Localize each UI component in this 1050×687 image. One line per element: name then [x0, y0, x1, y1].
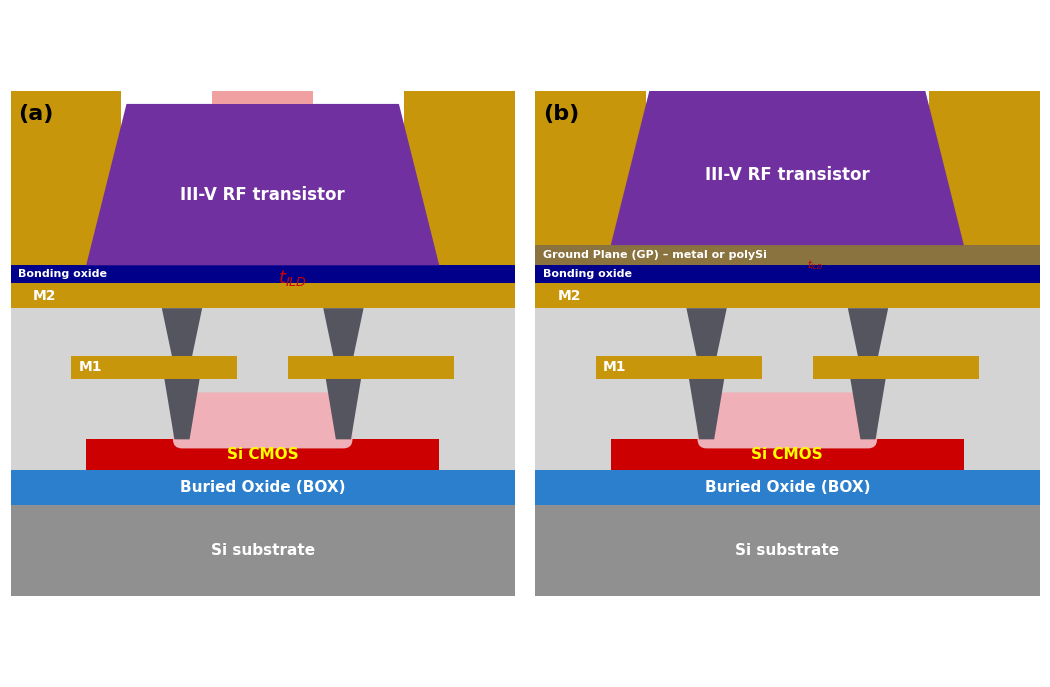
Bar [536, 470, 1040, 505]
Bar [10, 470, 514, 505]
Text: (a): (a) [18, 104, 54, 124]
Bar [536, 245, 1040, 265]
Bar [928, 43, 1040, 245]
Text: (b): (b) [543, 104, 579, 124]
Polygon shape [326, 379, 361, 440]
Text: $t_{ILD}$: $t_{ILD}$ [807, 258, 824, 272]
Text: III-V RF transistor: III-V RF transistor [181, 185, 345, 204]
Bar [536, 505, 1040, 596]
Text: Ground Plane (GP) – metal or polySi: Ground Plane (GP) – metal or polySi [543, 250, 766, 260]
Polygon shape [689, 379, 724, 440]
Polygon shape [687, 308, 727, 356]
Bar [71, 356, 237, 379]
Text: Si substrate: Si substrate [735, 543, 839, 558]
Bar [212, 58, 313, 104]
Polygon shape [847, 308, 888, 356]
Polygon shape [850, 379, 885, 440]
Bar [10, 64, 122, 265]
Polygon shape [86, 104, 439, 265]
Bar [404, 64, 514, 265]
Text: Si CMOS: Si CMOS [752, 447, 823, 462]
Bar [10, 283, 514, 470]
Text: Si substrate: Si substrate [211, 543, 315, 558]
Bar [536, 43, 646, 245]
Text: M2: M2 [558, 289, 582, 302]
Bar [536, 283, 1040, 470]
Bar [611, 440, 964, 470]
Bar [536, 265, 1040, 283]
Text: Si CMOS: Si CMOS [227, 447, 298, 462]
Bar [595, 356, 762, 379]
Text: Buried Oxide (BOX): Buried Oxide (BOX) [180, 480, 345, 495]
Polygon shape [611, 84, 964, 245]
FancyBboxPatch shape [697, 392, 877, 449]
Polygon shape [162, 308, 203, 356]
Bar [752, 429, 822, 440]
Polygon shape [165, 379, 200, 440]
Text: Bonding oxide: Bonding oxide [543, 269, 632, 279]
Text: Buried Oxide (BOX): Buried Oxide (BOX) [705, 480, 870, 495]
Text: III-V RF transistor: III-V RF transistor [705, 166, 869, 183]
FancyBboxPatch shape [173, 392, 353, 449]
Bar [288, 356, 455, 379]
Bar [536, 283, 1040, 308]
Bar [228, 429, 298, 440]
Bar [86, 440, 439, 470]
Polygon shape [323, 308, 363, 356]
Bar [737, 38, 838, 84]
Bar [10, 265, 514, 283]
Text: $t_{ILD}$: $t_{ILD}$ [278, 268, 307, 288]
Text: M1: M1 [603, 361, 627, 374]
Bar [10, 505, 514, 596]
Text: M2: M2 [34, 289, 57, 302]
Bar [10, 283, 514, 308]
Text: Bonding oxide: Bonding oxide [18, 269, 107, 279]
Bar [813, 356, 979, 379]
Text: M1: M1 [79, 361, 102, 374]
